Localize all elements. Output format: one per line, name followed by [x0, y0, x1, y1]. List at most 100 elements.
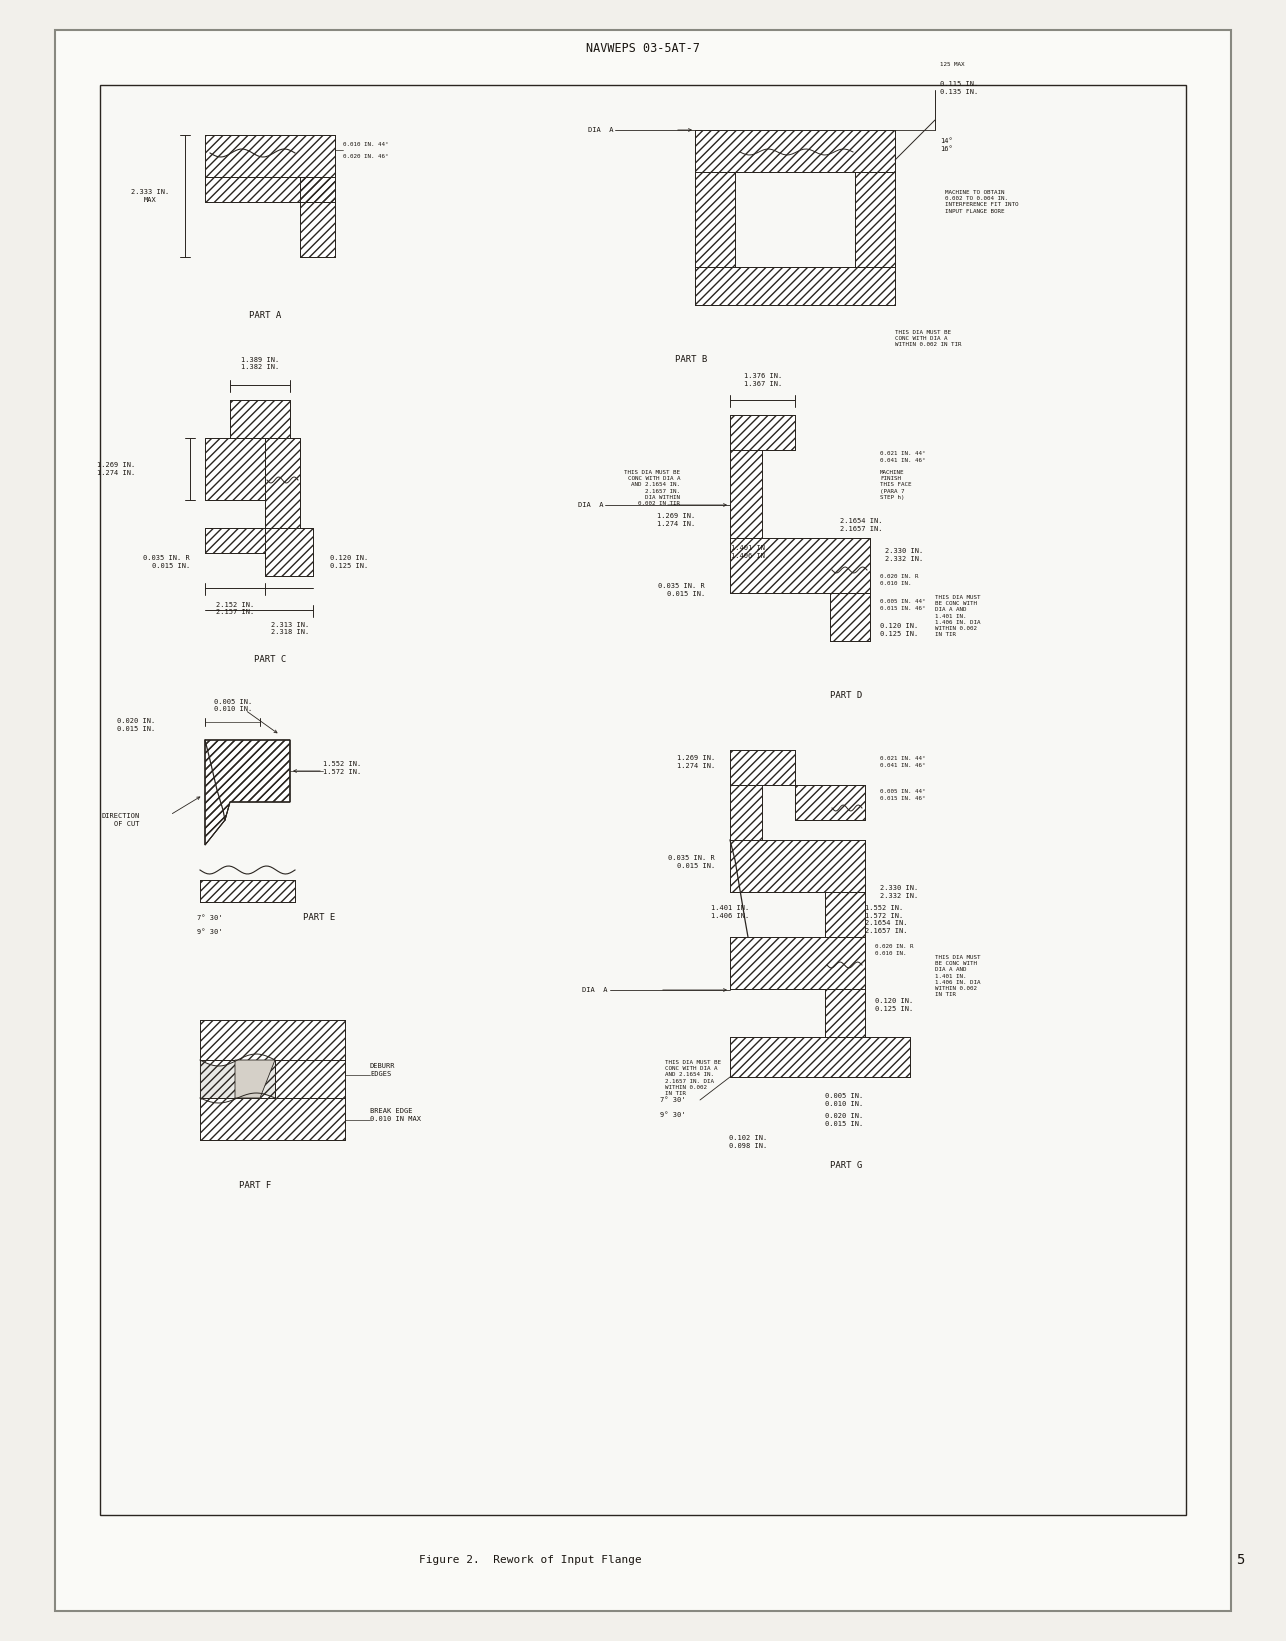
Bar: [204, 528, 265, 553]
Bar: [730, 450, 763, 538]
Text: 2.333 IN.
MAX: 2.333 IN. MAX: [131, 189, 170, 203]
Text: 0.020 IN. R
0.010 IN.: 0.020 IN. R 0.010 IN.: [874, 945, 913, 955]
Text: 1.552 IN.
1.572 IN.: 1.552 IN. 1.572 IN.: [865, 906, 903, 919]
Bar: [300, 177, 334, 258]
Text: 0.005 IN. 44°
0.015 IN. 46°: 0.005 IN. 44° 0.015 IN. 46°: [880, 599, 926, 610]
Text: 0.021 IN. 44°
0.041 IN. 46°: 0.021 IN. 44° 0.041 IN. 46°: [880, 757, 926, 768]
Text: 0.120 IN.
0.125 IN.: 0.120 IN. 0.125 IN.: [331, 555, 368, 569]
Text: 0.020 IN. R
0.010 IN.: 0.020 IN. R 0.010 IN.: [880, 574, 918, 586]
Bar: [795, 784, 865, 820]
Text: PART D: PART D: [829, 691, 862, 699]
Bar: [730, 784, 763, 840]
Text: THIS DIA MUST BE
CONC WITH DIA A
AND 2.1654 IN.
2.1657 IN. DIA
WITHIN 0.002
IN T: THIS DIA MUST BE CONC WITH DIA A AND 2.1…: [665, 1060, 721, 1096]
Text: 0.005 IN.
0.010 IN.: 0.005 IN. 0.010 IN.: [826, 1093, 863, 1106]
Text: PART A: PART A: [249, 310, 282, 320]
Bar: [730, 1037, 910, 1076]
Text: NAVWEPS 03-5AT-7: NAVWEPS 03-5AT-7: [586, 41, 700, 54]
Text: 0.035 IN. R
0.015 IN.: 0.035 IN. R 0.015 IN.: [143, 555, 190, 569]
Bar: [275, 1060, 345, 1098]
Text: THIS DIA MUST BE
CONC WITH DIA A
AND 2.1654 IN.
2.1657 IN.
DIA WITHIN
0.002 IN T: THIS DIA MUST BE CONC WITH DIA A AND 2.1…: [624, 469, 680, 505]
Bar: [204, 528, 265, 553]
Text: 14°
16°: 14° 16°: [940, 138, 953, 151]
Text: 0.035 IN. R
0.015 IN.: 0.035 IN. R 0.015 IN.: [658, 583, 705, 597]
Text: 0.021 IN. 44°
0.041 IN. 46°: 0.021 IN. 44° 0.041 IN. 46°: [880, 451, 926, 463]
Text: MACHINE TO OBTAIN
0.002 TO 0.004 IN.
INTERFERENCE FIT INTO
INPUT FLANGE BORE: MACHINE TO OBTAIN 0.002 TO 0.004 IN. INT…: [945, 190, 1019, 213]
Bar: [694, 172, 736, 267]
Text: 2.1654 IN.
2.1657 IN.: 2.1654 IN. 2.1657 IN.: [865, 921, 908, 934]
Bar: [265, 438, 300, 528]
Text: DEBURR
EDGES: DEBURR EDGES: [370, 1063, 396, 1076]
Bar: [265, 438, 300, 528]
Bar: [201, 880, 294, 903]
Bar: [826, 990, 865, 1037]
Text: THIS DIA MUST
BE CONC WITH
DIA A AND
1.401 IN.
1.406 IN. DIA
WITHIN 0.002
IN TIR: THIS DIA MUST BE CONC WITH DIA A AND 1.4…: [935, 596, 980, 637]
Text: THIS DIA MUST BE
CONC WITH DIA A
WITHIN 0.002 IN TIR: THIS DIA MUST BE CONC WITH DIA A WITHIN …: [895, 330, 962, 348]
Bar: [730, 415, 795, 450]
Text: 1.401 IN.
1.406 IN.: 1.401 IN. 1.406 IN.: [711, 906, 750, 919]
Bar: [201, 1098, 345, 1140]
Text: 0.120 IN.
0.125 IN.: 0.120 IN. 0.125 IN.: [880, 624, 918, 637]
Bar: [730, 784, 763, 840]
Bar: [730, 937, 865, 990]
Text: PART F: PART F: [239, 1180, 271, 1190]
Bar: [795, 784, 865, 820]
Text: 2.152 IN.
2.157 IN.: 2.152 IN. 2.157 IN.: [216, 602, 255, 615]
Bar: [300, 177, 334, 258]
Text: 1.552 IN.
1.572 IN.: 1.552 IN. 1.572 IN.: [323, 761, 361, 775]
Polygon shape: [204, 740, 291, 845]
Bar: [201, 1060, 275, 1098]
Text: 1.269 IN.
1.274 IN.: 1.269 IN. 1.274 IN.: [657, 514, 694, 527]
Bar: [730, 840, 865, 893]
Bar: [730, 538, 871, 592]
Bar: [730, 840, 865, 893]
Bar: [730, 750, 795, 784]
Text: 2.313 IN.
2.318 IN.: 2.313 IN. 2.318 IN.: [271, 622, 309, 635]
Bar: [230, 400, 291, 438]
Bar: [730, 538, 871, 592]
Text: DIA  A: DIA A: [588, 126, 613, 133]
Bar: [201, 1021, 345, 1060]
Text: 2.330 IN.
2.332 IN.: 2.330 IN. 2.332 IN.: [885, 548, 923, 561]
Text: 125 MAX: 125 MAX: [940, 62, 964, 67]
Bar: [204, 177, 334, 202]
Text: 9° 30': 9° 30': [660, 1113, 685, 1118]
Bar: [694, 130, 895, 172]
Text: 0.005 IN. 44°
0.015 IN. 46°: 0.005 IN. 44° 0.015 IN. 46°: [880, 789, 926, 801]
Text: 1.401 IN.
1.406 IN.: 1.401 IN. 1.406 IN.: [730, 545, 769, 558]
Text: 2.1654 IN.
2.1657 IN.: 2.1654 IN. 2.1657 IN.: [840, 519, 882, 532]
Bar: [100, 85, 1186, 1515]
Text: 1.389 IN.
1.382 IN.: 1.389 IN. 1.382 IN.: [240, 356, 279, 369]
Text: 5: 5: [1236, 1552, 1244, 1567]
Text: MACHINE
FINISH
THIS FACE
(PARA 7
STEP h): MACHINE FINISH THIS FACE (PARA 7 STEP h): [880, 469, 912, 501]
Text: 0.010 IN. 44°: 0.010 IN. 44°: [343, 143, 388, 148]
Text: Figure 2.  Rework of Input Flange: Figure 2. Rework of Input Flange: [419, 1556, 642, 1566]
Text: 7° 30': 7° 30': [660, 1096, 685, 1103]
Polygon shape: [235, 1060, 275, 1098]
Bar: [855, 172, 895, 267]
Text: 0.005 IN.
0.010 IN.: 0.005 IN. 0.010 IN.: [213, 699, 252, 712]
Bar: [730, 937, 865, 990]
Bar: [694, 130, 895, 172]
Text: 1.269 IN.
1.274 IN.: 1.269 IN. 1.274 IN.: [676, 755, 715, 768]
Bar: [730, 750, 795, 784]
Bar: [204, 177, 334, 202]
Bar: [829, 592, 871, 642]
Bar: [201, 1060, 275, 1098]
Bar: [204, 438, 265, 501]
Bar: [826, 990, 865, 1037]
Text: 1.269 IN.
1.274 IN.: 1.269 IN. 1.274 IN.: [96, 463, 135, 476]
Text: PART G: PART G: [829, 1160, 862, 1170]
Bar: [230, 400, 291, 438]
Text: 0.035 IN. R
0.015 IN.: 0.035 IN. R 0.015 IN.: [669, 855, 715, 868]
Text: 0.115 IN.
0.135 IN.: 0.115 IN. 0.135 IN.: [940, 82, 979, 95]
Text: PART B: PART B: [675, 356, 707, 364]
Text: 0.102 IN.
0.098 IN.: 0.102 IN. 0.098 IN.: [729, 1136, 768, 1149]
Bar: [730, 415, 795, 450]
Text: DIA  A: DIA A: [583, 986, 608, 993]
Bar: [730, 1037, 910, 1076]
Text: THIS DIA MUST
BE CONC WITH
DIA A AND
1.401 IN.
1.406 IN. DIA
WITHIN 0.002
IN TIR: THIS DIA MUST BE CONC WITH DIA A AND 1.4…: [935, 955, 980, 998]
Text: PART C: PART C: [253, 655, 285, 665]
Bar: [694, 267, 895, 305]
Text: 0.120 IN.
0.125 IN.: 0.120 IN. 0.125 IN.: [874, 998, 913, 1012]
Text: BREAK EDGE
0.010 IN MAX: BREAK EDGE 0.010 IN MAX: [370, 1108, 421, 1122]
